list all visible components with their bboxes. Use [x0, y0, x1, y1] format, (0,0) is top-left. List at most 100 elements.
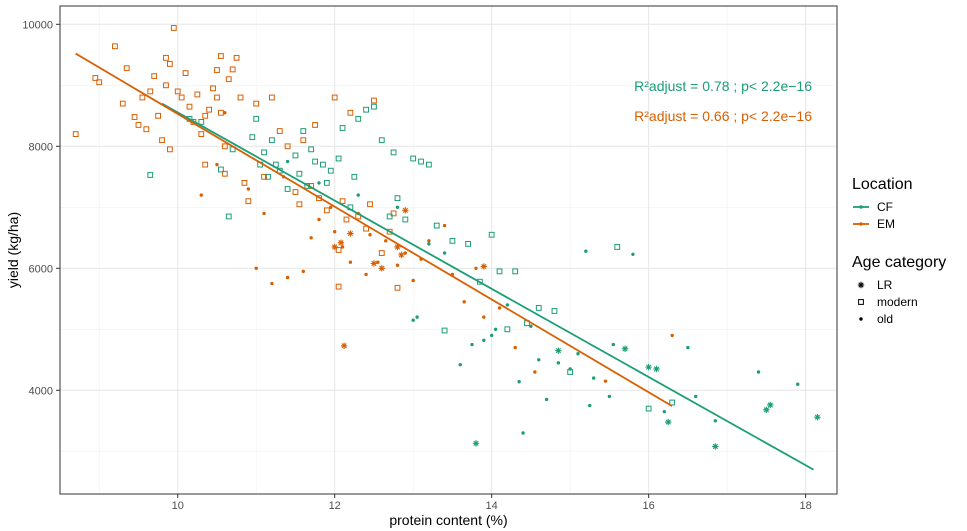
x-tick-label: 10	[172, 500, 184, 512]
data-point-em-modern	[221, 143, 228, 150]
data-point-em-old	[474, 266, 478, 270]
data-point-cf-old	[576, 352, 580, 356]
legend-label-cf: CF	[877, 200, 893, 214]
data-point-em-old	[533, 370, 537, 374]
data-point-em-modern	[335, 283, 342, 290]
data-point-cf-modern	[394, 195, 401, 202]
data-point-cf-modern	[410, 155, 417, 162]
data-point-cf-old	[584, 249, 588, 253]
x-tick-label: 16	[643, 500, 655, 512]
data-point-cf-modern	[669, 399, 676, 406]
data-point-cf-modern	[504, 326, 511, 333]
data-point-cf-modern	[433, 222, 440, 229]
legend-label-em: EM	[877, 217, 895, 231]
legend-label-old: old	[877, 312, 893, 326]
data-point-em-modern	[135, 122, 142, 128]
data-point-cf-modern	[312, 158, 318, 165]
data-point-cf-modern	[327, 167, 334, 174]
data-point-cf-modern	[351, 173, 358, 180]
data-point-cf-old	[521, 431, 525, 435]
data-point-cf-modern	[496, 268, 503, 275]
data-point-cf-modern	[645, 405, 652, 412]
data-point-cf-old	[356, 193, 360, 197]
data-point-em-modern	[390, 210, 397, 217]
data-point-em-modern	[269, 94, 275, 101]
data-point-cf-old	[505, 303, 510, 307]
data-point-em-modern	[139, 94, 146, 101]
data-point-em-modern	[284, 143, 291, 150]
data-point-cf-modern	[363, 106, 369, 113]
data-point-cf-modern	[284, 186, 291, 192]
data-point-cf-modern	[512, 268, 519, 275]
data-point-em-modern	[178, 94, 185, 101]
data-point-cf-old	[591, 376, 596, 380]
data-points	[72, 25, 821, 450]
data-point-cf-lr	[472, 440, 480, 447]
data-point-em-old	[368, 233, 372, 237]
data-point-cf-modern	[402, 216, 409, 223]
data-point-cf-old	[517, 380, 521, 384]
data-point-em-modern	[155, 112, 162, 119]
data-point-em-old	[364, 272, 368, 277]
data-point-em-old	[254, 266, 258, 270]
data-point-em-old	[285, 275, 290, 280]
legend-title-location: Location	[852, 176, 913, 193]
data-point-cf-old	[631, 252, 635, 256]
data-point-em-old	[427, 239, 431, 243]
data-point-em-modern	[394, 284, 401, 291]
data-point-cf-old	[756, 370, 761, 374]
data-point-em-modern	[210, 85, 216, 92]
x-tick-label: 12	[329, 500, 341, 512]
data-point-em-lr	[337, 239, 345, 246]
data-point-cf-modern	[425, 161, 432, 168]
data-point-cf-old	[458, 362, 462, 367]
data-point-em-modern	[214, 94, 220, 101]
data-point-cf-modern	[300, 128, 307, 134]
data-point-em-modern	[163, 54, 169, 61]
data-point-em-modern	[253, 100, 260, 107]
data-point-em-modern	[151, 73, 158, 80]
data-point-em-modern	[186, 103, 193, 110]
data-point-em-lr	[398, 251, 405, 259]
x-axis-ticks: 10 12 14 16 18	[172, 494, 812, 512]
y-axis-ticks: 4000 6000 8000 10000	[22, 19, 60, 397]
data-point-cf-lr	[645, 363, 652, 371]
data-point-em-modern	[233, 54, 240, 61]
data-point-em-modern	[367, 201, 373, 208]
plot-border	[59, 5, 838, 495]
data-point-em-old	[199, 193, 203, 197]
data-point-em-modern	[237, 94, 244, 101]
data-point-em-modern	[166, 61, 173, 67]
data-point-cf-modern	[249, 134, 256, 141]
data-point-em-modern	[182, 70, 189, 76]
data-point-cf-old	[611, 342, 616, 347]
data-point-cf-old	[796, 382, 800, 386]
data-point-em-lr	[402, 207, 409, 214]
data-point-em-modern	[378, 250, 385, 256]
data-point-em-modern	[371, 97, 377, 104]
data-point-em-modern	[198, 131, 205, 137]
data-point-em-old	[670, 333, 674, 338]
data-point-cf-modern	[217, 166, 224, 173]
data-point-em-modern	[221, 170, 228, 177]
data-point-cf-modern	[335, 155, 342, 162]
data-point-em-modern	[170, 25, 177, 31]
legend-dot	[859, 205, 863, 209]
legend-age-category: Age category LR modern old	[852, 254, 946, 326]
data-point-em-lr	[370, 260, 378, 267]
data-point-cf-old	[470, 342, 474, 347]
data-point-cf-modern	[147, 172, 154, 178]
data-point-cf-modern	[390, 149, 397, 156]
data-point-cf-modern	[465, 241, 472, 247]
data-point-em-modern	[347, 109, 354, 116]
data-point-em-old	[301, 269, 306, 274]
data-point-cf-modern	[296, 170, 303, 177]
data-point-em-modern	[245, 198, 252, 205]
data-point-em-old	[262, 211, 266, 216]
data-point-cf-old	[442, 251, 447, 255]
data-point-em-old	[317, 217, 321, 222]
data-point-cf-old	[556, 361, 561, 365]
data-point-em-modern	[339, 198, 346, 205]
data-point-em-modern	[343, 216, 350, 223]
data-point-em-modern	[241, 180, 248, 186]
